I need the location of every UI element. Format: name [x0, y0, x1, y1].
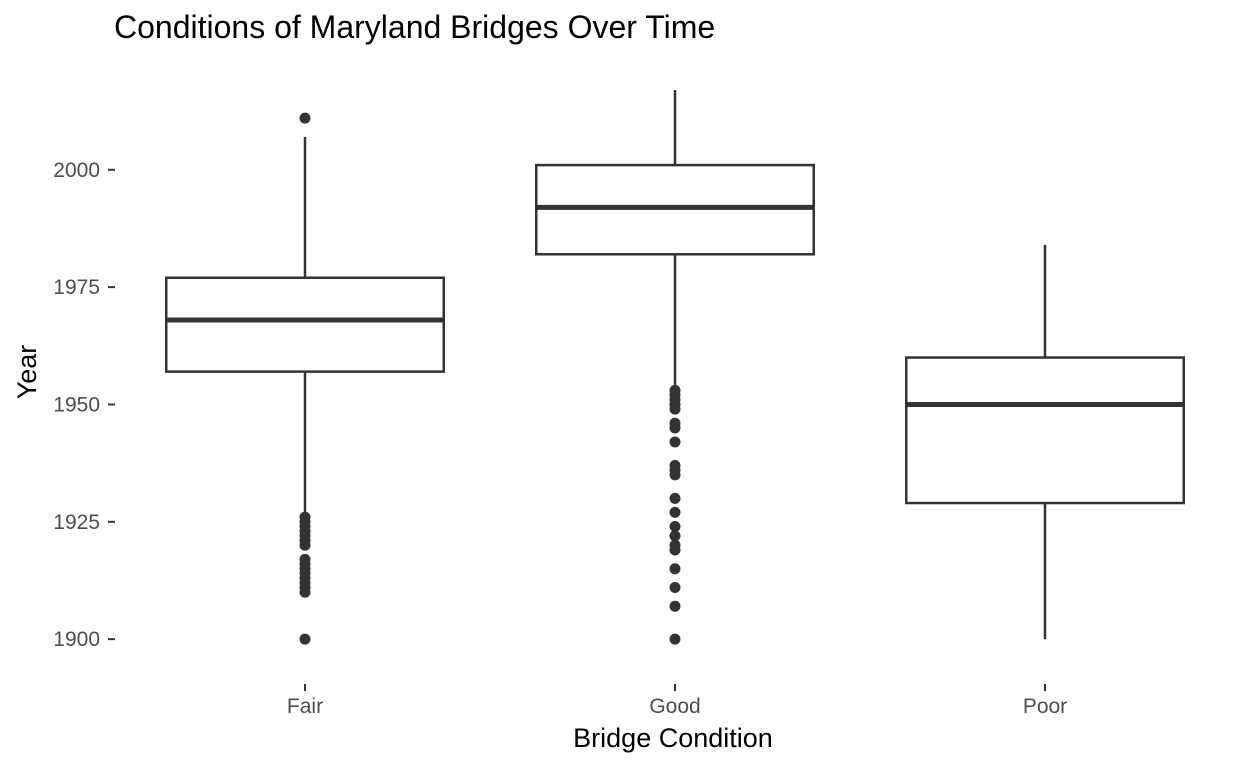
box-good: [535, 90, 815, 645]
x-tick-label-poor: Poor: [1023, 695, 1067, 718]
y-tick-label-2000: 2000: [53, 159, 100, 182]
outlier-point-good: [669, 563, 681, 575]
box-body-poor: [905, 356, 1185, 505]
box-poor: [905, 244, 1185, 640]
x-axis-title: Bridge Condition: [573, 723, 773, 753]
plot-area: [165, 90, 1185, 645]
outlier-point-good: [669, 384, 681, 396]
outlier-point-fair: [299, 511, 311, 523]
y-tick-label-1950: 1950: [53, 393, 100, 416]
outlier-point-good: [669, 492, 681, 504]
outlier-point-good: [669, 582, 681, 594]
outlier-point-good: [669, 506, 681, 518]
outlier-point-good: [669, 633, 681, 645]
chart-title: Conditions of Maryland Bridges Over Time: [114, 9, 715, 45]
y-axis: 1900 1925 1950 1975 2000: [53, 159, 115, 651]
outlier-point-good: [669, 530, 681, 542]
y-tick-label-1900: 1900: [53, 628, 100, 651]
outlier-point-good: [669, 539, 681, 551]
x-tick-label-good: Good: [649, 695, 700, 718]
outlier-point-fair: [299, 633, 311, 645]
x-tick-label-fair: Fair: [287, 695, 323, 718]
outlier-point-good: [669, 417, 681, 429]
outlier-point-fair: [299, 553, 311, 565]
y-tick-label-1925: 1925: [53, 511, 100, 534]
box-fair: [165, 112, 445, 645]
outlier-point-fair: [299, 112, 311, 124]
outlier-point-good: [669, 521, 681, 532]
outlier-point-good: [669, 600, 681, 612]
outlier-point-good: [669, 436, 681, 448]
x-axis: Fair Good Poor: [287, 684, 1067, 718]
outlier-point-good: [669, 459, 681, 471]
y-tick-label-1975: 1975: [53, 276, 100, 299]
y-axis-title: Year: [12, 345, 42, 400]
box-body-fair: [165, 276, 445, 373]
